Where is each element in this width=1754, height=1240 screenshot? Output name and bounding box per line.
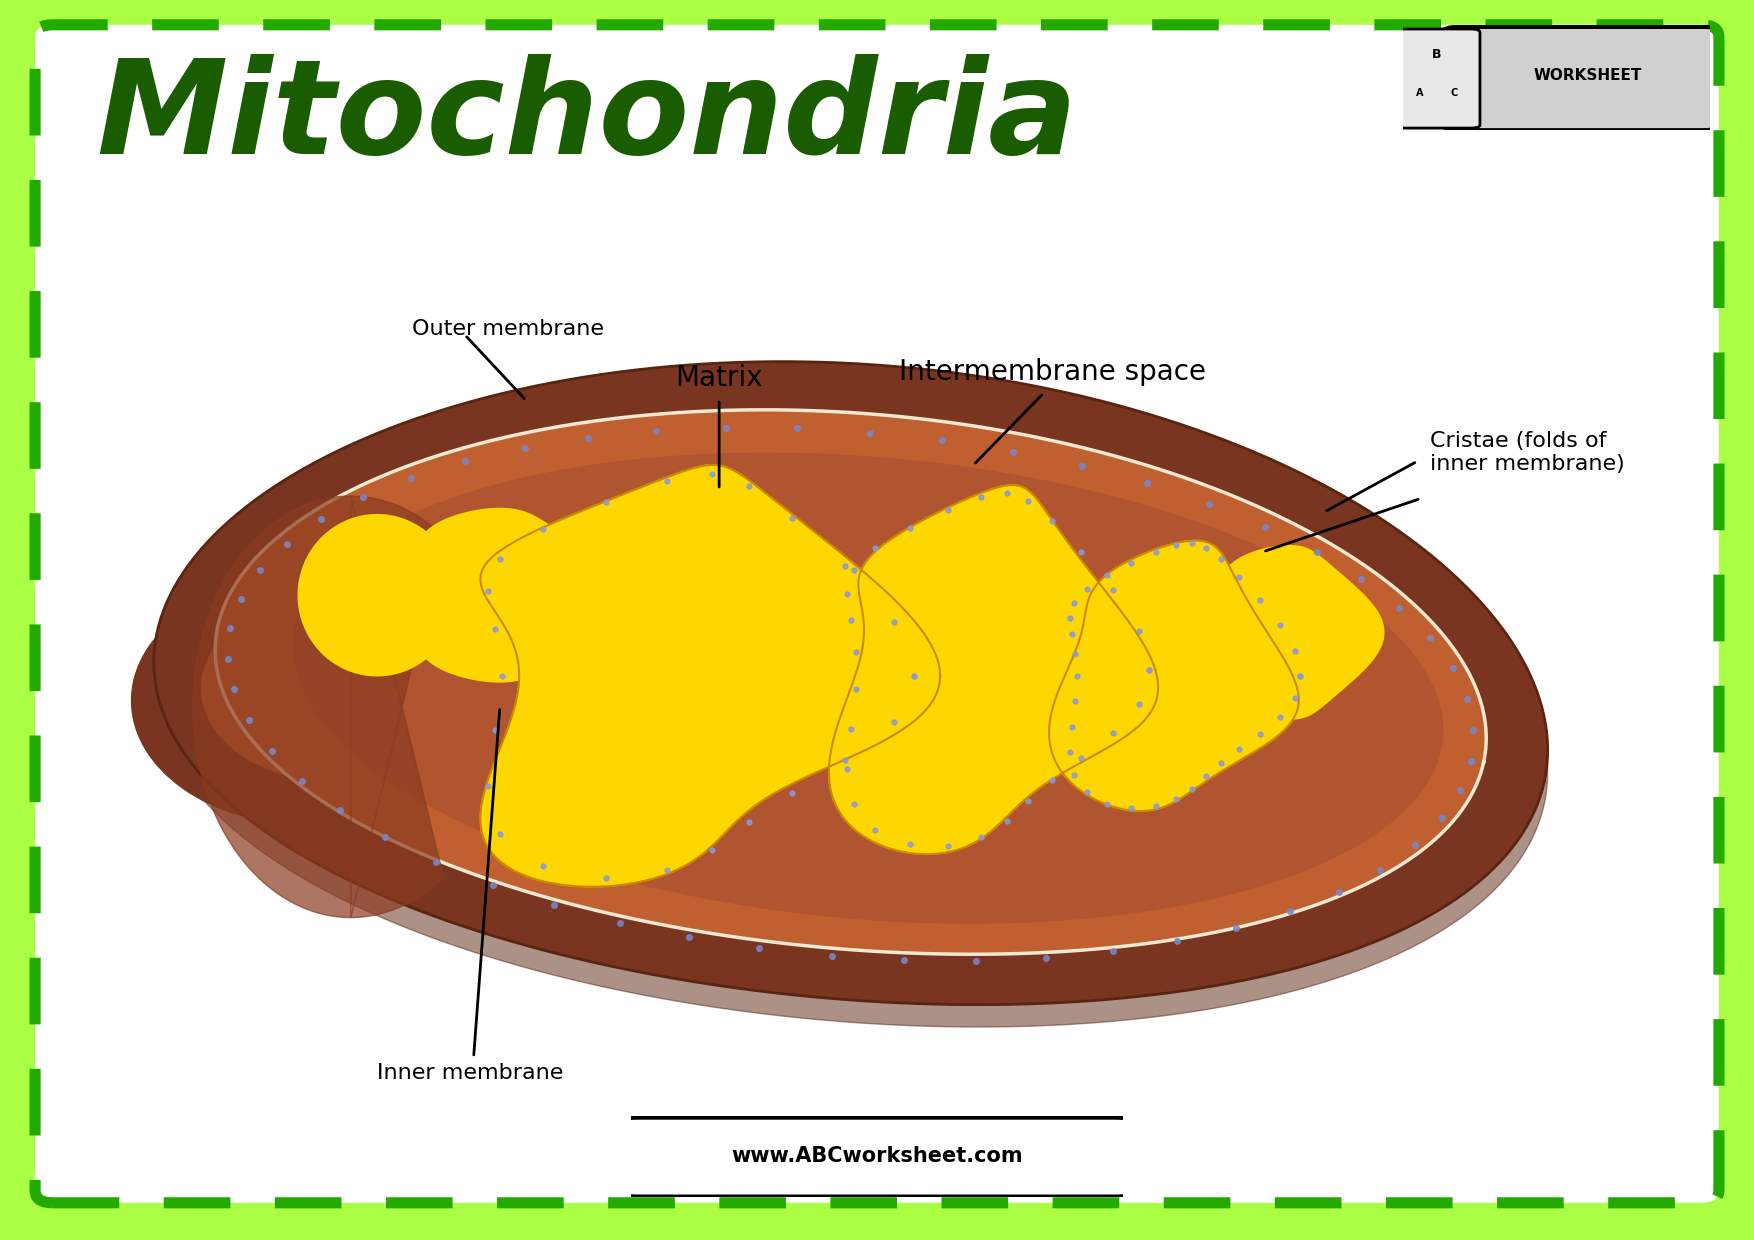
Text: Matrix: Matrix xyxy=(675,365,763,392)
Polygon shape xyxy=(481,465,940,887)
Circle shape xyxy=(202,595,465,781)
Text: Inner membrane: Inner membrane xyxy=(377,1063,563,1083)
Polygon shape xyxy=(830,485,1158,854)
Polygon shape xyxy=(154,362,1547,1004)
Polygon shape xyxy=(298,515,456,676)
Text: Cristae (folds of
inner membrane): Cristae (folds of inner membrane) xyxy=(1430,432,1624,474)
Polygon shape xyxy=(193,496,444,918)
Polygon shape xyxy=(216,410,1486,955)
Text: Intermembrane space: Intermembrane space xyxy=(898,358,1207,386)
Text: Outer membrane: Outer membrane xyxy=(412,319,603,339)
Circle shape xyxy=(132,577,482,825)
Polygon shape xyxy=(154,384,1547,1027)
FancyBboxPatch shape xyxy=(35,25,1719,1203)
Polygon shape xyxy=(295,454,1442,923)
Polygon shape xyxy=(1221,546,1384,719)
Polygon shape xyxy=(416,508,610,682)
Text: Mitochondria: Mitochondria xyxy=(96,55,1077,181)
Polygon shape xyxy=(1049,541,1298,811)
